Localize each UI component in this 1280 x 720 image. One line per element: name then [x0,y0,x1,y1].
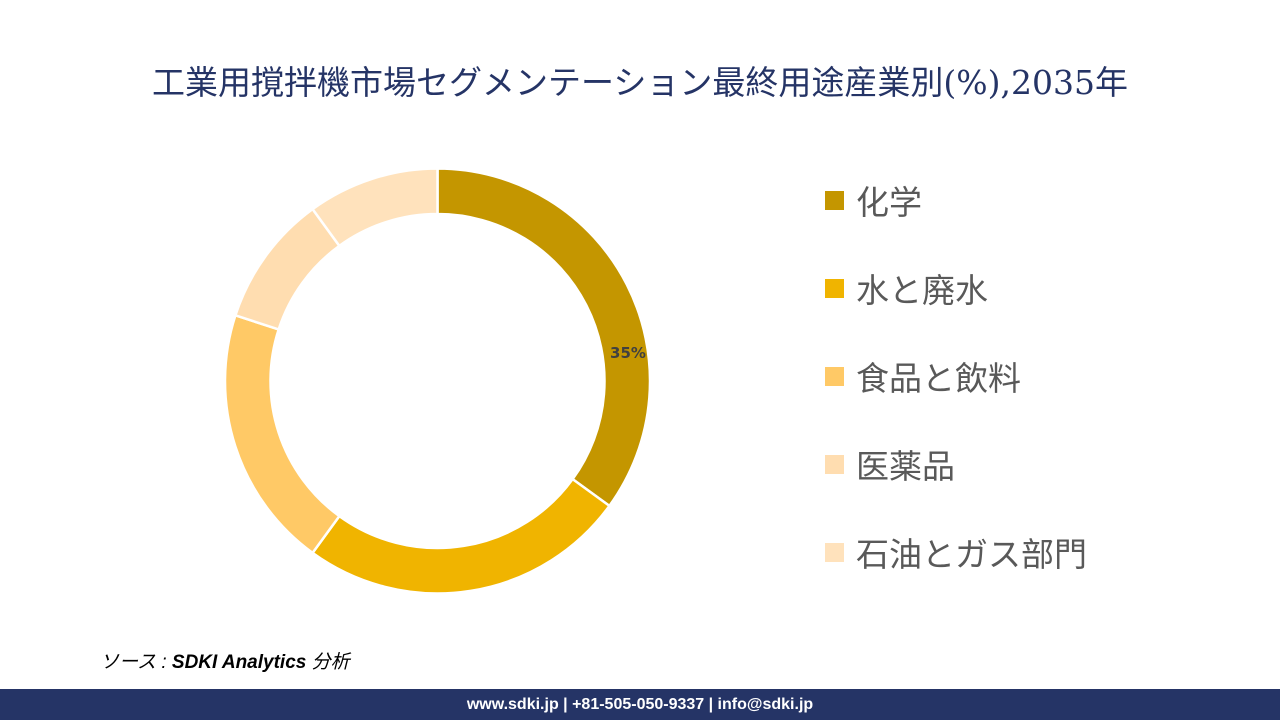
chart-title: 工業用撹拌機市場セグメンテーション最終用途産業別(%),2035年 [152,63,1128,102]
legend-swatch [825,366,844,386]
data-label: 35% [610,344,646,362]
legend-swatch [825,454,844,474]
legend-swatch [825,542,844,562]
footer-contact: www.sdki.jp | +81-505-050-9337 | info@sd… [466,696,814,713]
legend-swatch [825,278,844,298]
source-prefix: ソース : [100,652,172,673]
source-suffix: 分析 [306,652,350,673]
legend-item: 水と廃水 [825,238,1087,338]
source-note: ソース : SDKI Analytics 分析 [100,647,350,674]
legend-label: 水と廃水 [856,271,988,310]
legend-item: 化学 [825,150,1087,250]
legend-swatch [825,190,844,210]
donut-slice-1 [436,167,652,508]
legend-item: 食品と飲料 [825,326,1087,426]
legend-item: 医薬品 [825,414,1087,514]
legend-item: 石油とガス部門 [825,502,1087,602]
donut-slice-3 [223,313,342,555]
donut-slice-2 [310,477,612,595]
donut-slice-5 [310,167,439,248]
legend: 化学水と廃水食品と飲料医薬品石油とガス部門 [825,150,1087,602]
source-name: SDKI Analytics [171,652,307,673]
legend-label: 石油とガス部門 [856,535,1087,574]
legend-label: 化学 [856,183,922,222]
donut-slice-4 [233,207,342,331]
legend-label: 食品と飲料 [856,359,1021,398]
footer-bar: www.sdki.jp | +81-505-050-9337 | info@sd… [0,689,1280,720]
legend-label: 医薬品 [856,447,955,486]
